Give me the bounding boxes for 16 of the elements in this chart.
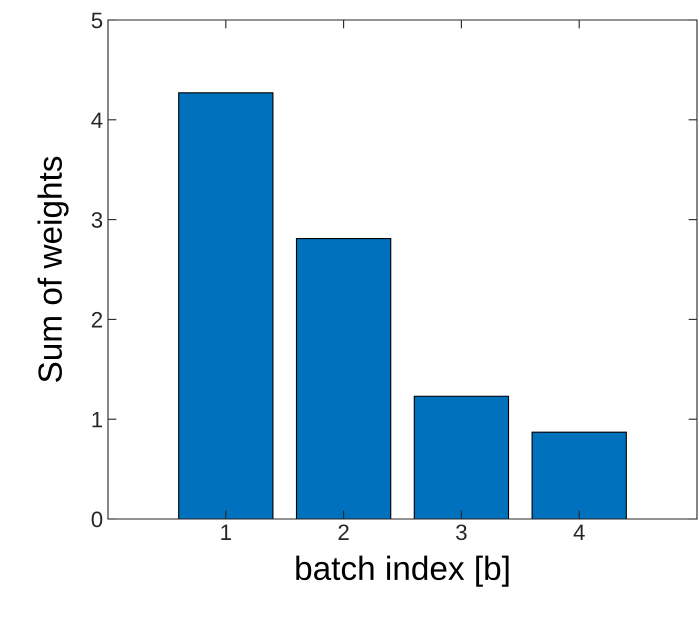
x-tick-label: 2 <box>338 524 349 540</box>
y-tick-label: 5 <box>92 12 102 28</box>
x-tick-label: 3 <box>456 524 467 540</box>
y-tick-label: 4 <box>91 112 102 128</box>
x-tick-label: 1 <box>221 524 231 540</box>
y-axis-title: Sum of weights <box>37 156 69 382</box>
y-tick-label: 2 <box>92 312 102 328</box>
x-axis-title: batch index [b] <box>296 556 509 587</box>
y-tick-label: 1 <box>92 412 102 428</box>
bar <box>532 432 627 519</box>
bar <box>178 92 274 519</box>
x-tick-label: 4 <box>574 524 585 540</box>
bar <box>414 396 510 519</box>
bar <box>296 238 392 519</box>
y-tick-label: 0 <box>92 512 102 528</box>
y-tick-label: 3 <box>92 212 102 228</box>
